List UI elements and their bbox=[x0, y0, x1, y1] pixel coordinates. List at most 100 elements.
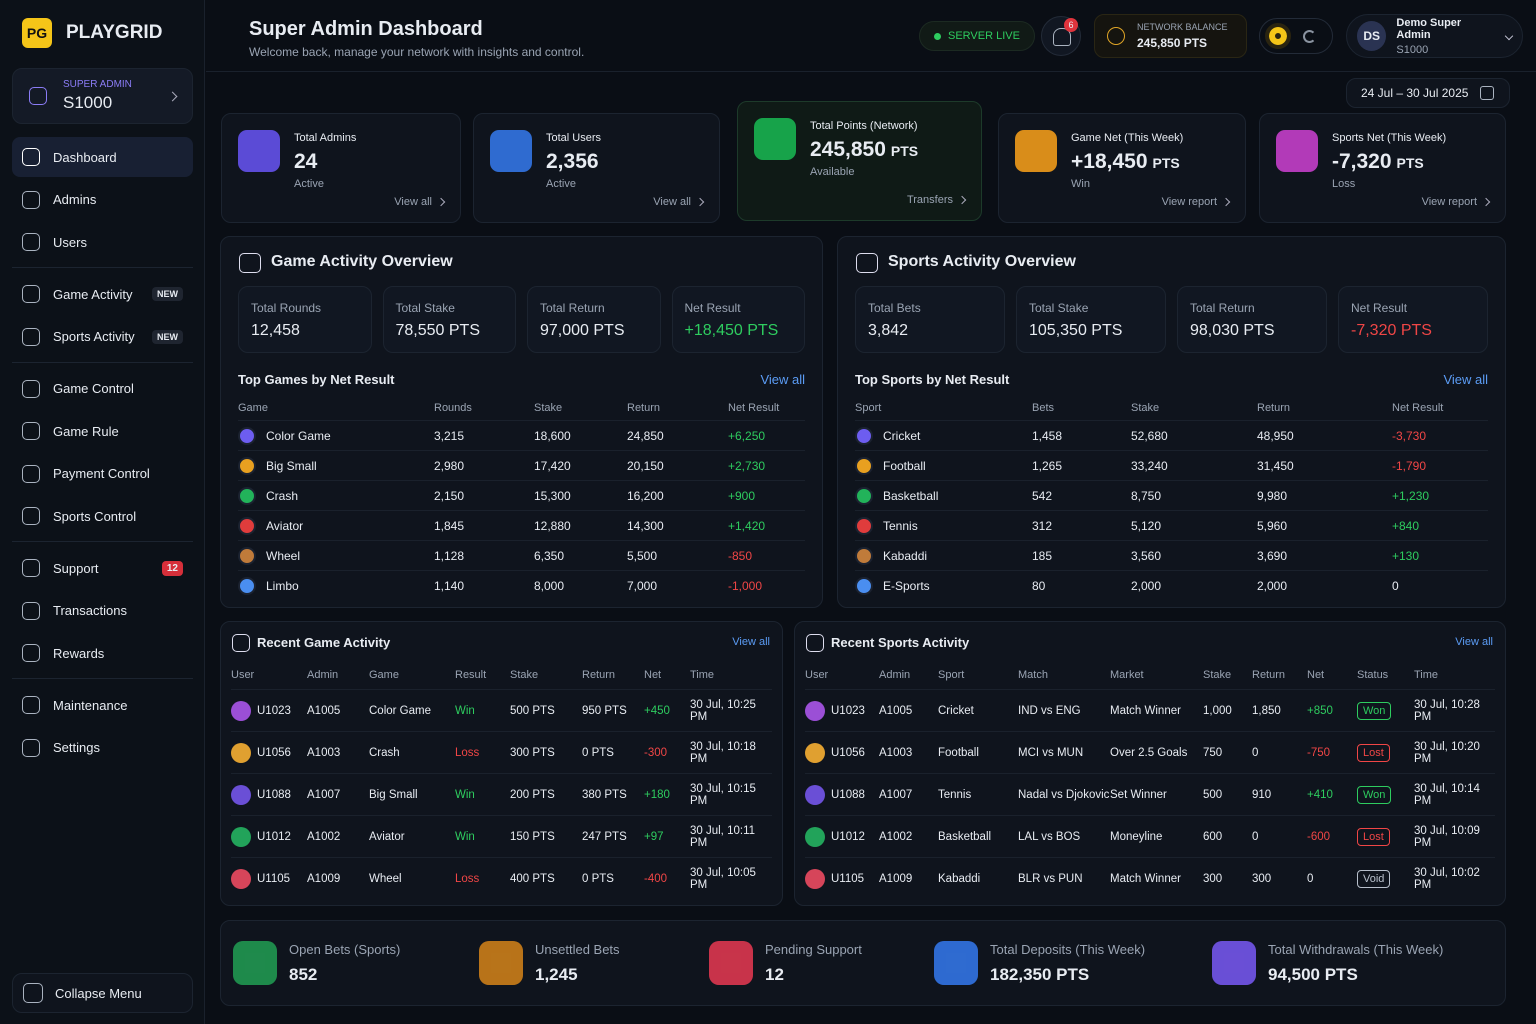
table-row: Aviator 1,845 12,880 14,300 +1,420 bbox=[238, 511, 805, 541]
panel-icon bbox=[232, 634, 250, 652]
item-name: Football bbox=[883, 458, 926, 473]
table-header: Sport Bets Stake Return Net Result bbox=[855, 395, 1488, 421]
nav-item[interactable]: Dashboard bbox=[12, 137, 193, 177]
user-id: U1056 bbox=[257, 746, 291, 759]
nav-icon bbox=[22, 422, 40, 440]
nav-item[interactable]: Game Control bbox=[12, 369, 193, 409]
nav-item[interactable]: Game Rule bbox=[12, 411, 193, 451]
user-cell: U1105 bbox=[231, 869, 307, 889]
kpi-link[interactable]: View all bbox=[653, 196, 705, 208]
stat-box: Total Return 97,000 PTS bbox=[527, 286, 661, 353]
table-row: Football 1,265 33,240 31,450 -1,790 bbox=[855, 451, 1488, 481]
stat-value: 105,350 PTS bbox=[1029, 322, 1123, 339]
summary-bar: Open Bets (Sports) 852 Unsettled Bets 1,245… bbox=[220, 920, 1506, 1006]
cell: Big Small bbox=[369, 788, 418, 801]
view-all-link[interactable]: View all bbox=[732, 636, 770, 648]
notification-count: 6 bbox=[1064, 18, 1078, 32]
cell: 300 PTS bbox=[510, 746, 555, 759]
nav-item[interactable]: Admins bbox=[12, 180, 193, 220]
item-name: E-Sports bbox=[883, 579, 930, 593]
table-title: Top Sports by Net Result bbox=[855, 372, 1010, 387]
notifications-button[interactable]: 6 bbox=[1041, 16, 1081, 56]
view-all-link[interactable]: View all bbox=[1455, 636, 1493, 648]
result: Loss bbox=[455, 873, 480, 885]
user-avatar bbox=[231, 784, 251, 805]
stat-box: Total Stake 78,550 PTS bbox=[382, 286, 516, 353]
calendar-icon bbox=[1480, 86, 1495, 100]
cell: 0 bbox=[1252, 746, 1259, 759]
user-id: S1000 bbox=[1396, 43, 1429, 56]
summary-value: 852 bbox=[289, 964, 318, 984]
cell: 48,950 bbox=[1257, 428, 1294, 443]
column-header: Admin bbox=[879, 668, 911, 681]
status-cell: Won bbox=[1357, 701, 1414, 720]
cell: Wheel bbox=[369, 873, 402, 885]
net: +180 bbox=[644, 788, 670, 801]
nav-item[interactable]: Transactions bbox=[12, 591, 193, 631]
nav-label: Sports Control bbox=[53, 508, 137, 524]
view-all-link[interactable]: View all bbox=[1443, 372, 1488, 387]
theme-toggle[interactable] bbox=[1259, 18, 1333, 54]
cell: Basketball bbox=[938, 830, 992, 843]
kpi-link[interactable]: Transfers bbox=[907, 194, 967, 206]
collapse-button[interactable]: Collapse Menu bbox=[12, 973, 193, 1013]
nav-icon bbox=[22, 559, 40, 577]
status-pill: Void bbox=[1357, 870, 1391, 888]
kpi-link[interactable]: View all bbox=[394, 196, 446, 208]
net: +450 bbox=[644, 704, 670, 717]
stat-value: 98,030 PTS bbox=[1190, 322, 1275, 339]
kpi-link[interactable]: View report bbox=[1162, 196, 1231, 208]
arrow bbox=[436, 197, 446, 207]
cell: 6,350 bbox=[534, 548, 565, 563]
overview-panel: Sports Activity Overview Total Bets 3,842 T… bbox=[837, 236, 1506, 608]
nav-icon bbox=[22, 738, 40, 757]
collapse-icon bbox=[23, 983, 43, 1003]
view-all-link[interactable]: View all bbox=[760, 372, 805, 387]
nav-item[interactable]: Rewards bbox=[12, 633, 193, 673]
summary-item: Unsettled Bets 1,245 bbox=[479, 941, 709, 985]
role-card[interactable]: SUPER ADMIN S1000 bbox=[12, 68, 193, 124]
user-menu[interactable]: DS Demo Super Admin S1000 bbox=[1346, 14, 1523, 58]
column-header: Net Result bbox=[728, 401, 780, 414]
nav-item[interactable]: Game Activity NEW bbox=[12, 274, 193, 314]
result: Win bbox=[455, 704, 475, 717]
item-icon bbox=[855, 546, 873, 565]
status-cell: Void bbox=[1357, 870, 1414, 888]
stat-box: Total Return 98,030 PTS bbox=[1177, 286, 1327, 353]
kpi-icon bbox=[490, 130, 532, 172]
table-row: U1088 A1007 Big Small Win 200 PTS 380 PTS +180… bbox=[231, 774, 772, 816]
user-cell: U1056 bbox=[231, 742, 307, 763]
column-header: Game bbox=[369, 668, 399, 681]
nav-label: Maintenance bbox=[53, 697, 128, 713]
name-cell: Color Game bbox=[238, 426, 434, 445]
status-pill: Won bbox=[1357, 701, 1392, 720]
arrow bbox=[1481, 197, 1491, 207]
cell: A1003 bbox=[307, 746, 341, 759]
nav-item[interactable]: Settings bbox=[12, 728, 193, 768]
column-header: Stake bbox=[1131, 401, 1160, 414]
nav-item[interactable]: Maintenance bbox=[12, 685, 193, 725]
nav-item[interactable]: Sports Control bbox=[12, 496, 193, 536]
cell: 80 bbox=[1032, 579, 1046, 593]
user-avatar bbox=[805, 784, 825, 805]
stat-label: Net Result bbox=[1351, 301, 1408, 315]
cell: 17,420 bbox=[534, 458, 571, 473]
balance-icon bbox=[1107, 27, 1125, 45]
table-row: U1056 A1003 Crash Loss 300 PTS 0 PTS -300 30 Ju… bbox=[231, 732, 772, 774]
kpi-link[interactable]: View report bbox=[1422, 196, 1491, 208]
stat-box: Net Result -7,320 PTS bbox=[1338, 286, 1488, 353]
item-icon bbox=[238, 426, 256, 445]
cell: +6,250 bbox=[728, 428, 766, 443]
nav-item[interactable]: Payment Control bbox=[12, 454, 193, 494]
nav-item[interactable]: Support 12 bbox=[12, 548, 193, 588]
brand: PG PLAYGRID bbox=[22, 18, 162, 48]
nav-item[interactable]: Users bbox=[12, 222, 193, 262]
cell: Kabaddi bbox=[938, 873, 981, 885]
summary-text: Total Deposits (This Week) 182,350 PTS bbox=[990, 942, 1145, 985]
nav-icon bbox=[22, 190, 40, 209]
column-header: Status bbox=[1357, 668, 1389, 681]
cell: A1003 bbox=[879, 746, 913, 759]
cell: A1005 bbox=[307, 704, 341, 717]
nav-item[interactable]: Sports Activity NEW bbox=[12, 317, 193, 357]
date-picker[interactable]: 24 Jul – 30 Jul 2025 bbox=[1346, 78, 1510, 108]
